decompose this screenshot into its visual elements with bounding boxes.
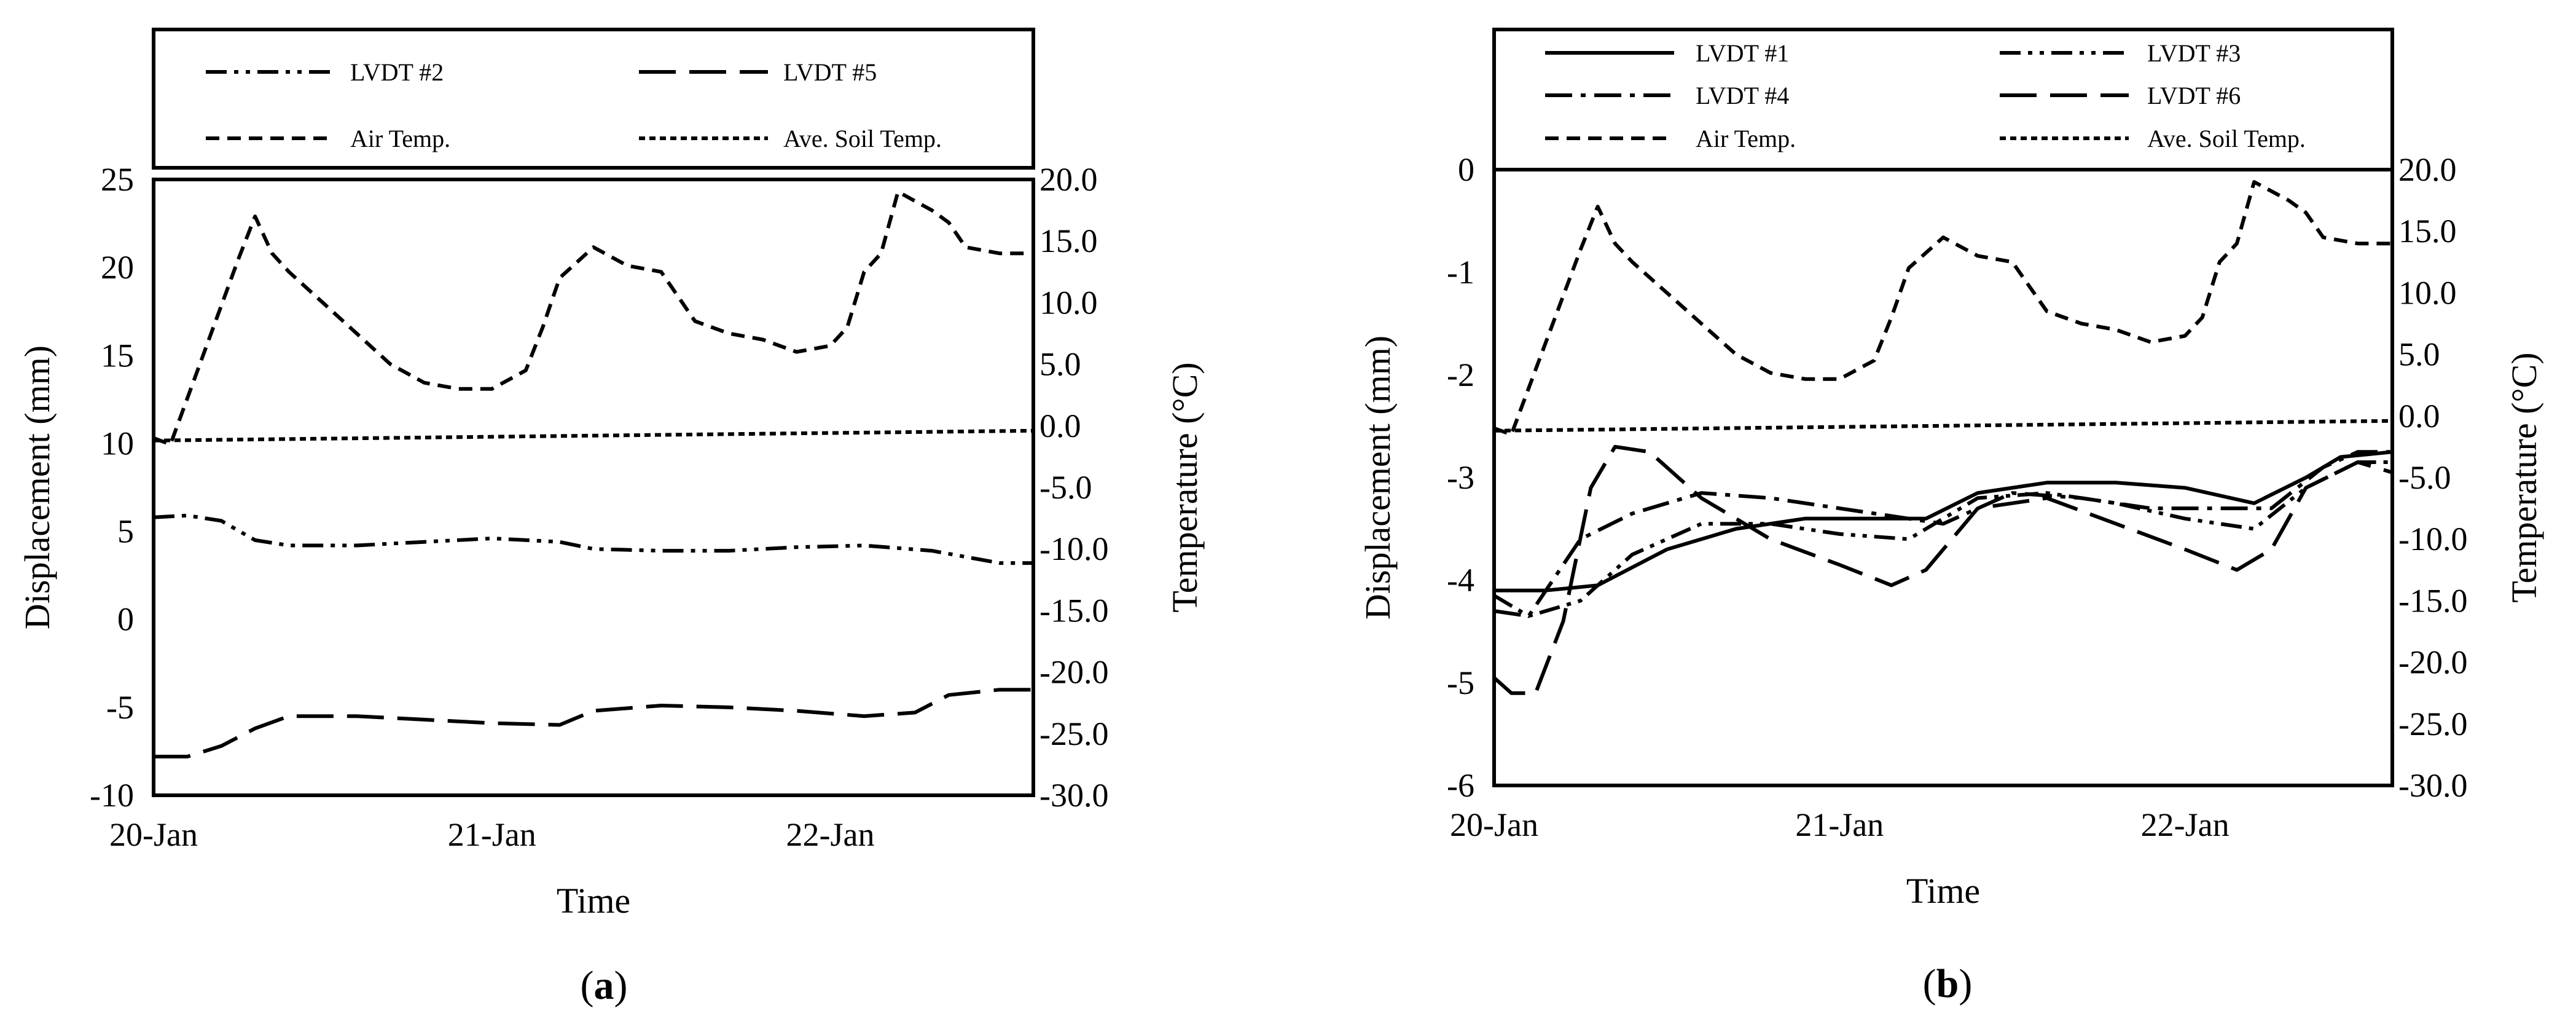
series-line-lvdt-2 xyxy=(153,513,1033,565)
legend-label-ave-soil-temp: Ave. Soil Temp. xyxy=(783,125,942,152)
y2-tick-label: 15.0 xyxy=(2398,213,2457,250)
x-tick-label: 20-Jan xyxy=(109,816,198,853)
x-axis-title: Time xyxy=(557,881,630,921)
y-tick-label: 20 xyxy=(101,249,134,286)
y-tick-label: 0 xyxy=(1458,151,1474,188)
panel-label: (b) xyxy=(1923,961,1973,1006)
x-axis-title: Time xyxy=(1906,871,1980,911)
x-tick-label: 21-Jan xyxy=(1795,806,1884,843)
legend-label-lvdt-3: LVDT #3 xyxy=(2147,39,2241,67)
y2-tick-label: 0.0 xyxy=(2398,398,2440,435)
plot-area xyxy=(1492,168,2394,787)
panel-b: LVDT #1 LVDT #3 LVDT #4 LVDT #6 Air Temp. Ave… xyxy=(1358,28,2544,1006)
y-tick-label: -6 xyxy=(1447,767,1474,804)
y2-tick-label: -5.0 xyxy=(2398,459,2451,496)
y2-tick-label: -30.0 xyxy=(1039,777,1108,814)
panel-a: LVDT #2 LVDT #5 Air Temp. Ave. Soil Temp. 25… xyxy=(17,28,1205,1008)
y-tick-label: 15 xyxy=(101,337,134,374)
y-tick-label: 10 xyxy=(101,425,134,462)
y2-tick-label: 20.0 xyxy=(1039,161,1098,198)
series-line-lvdt-6 xyxy=(1493,444,2393,695)
series-line-lvdt-5 xyxy=(154,688,1033,758)
y-tick-label: -5 xyxy=(1447,664,1474,701)
series-line-lvdt-4 xyxy=(1494,450,2392,618)
y2-tick-label: 10.0 xyxy=(1039,284,1098,321)
legend-label-lvdt-5: LVDT #5 xyxy=(783,58,877,86)
legend: LVDT #2 LVDT #5 Air Temp. Ave. Soil Temp. xyxy=(152,28,1035,170)
y2-tick-label: -20.0 xyxy=(2398,644,2467,681)
legend-label-air-temp: Air Temp. xyxy=(1696,125,1796,152)
legend-label-lvdt-2: LVDT #2 xyxy=(350,58,444,86)
y-tick-label: -4 xyxy=(1447,562,1474,599)
legend-label-lvdt-1: LVDT #1 xyxy=(1696,39,1789,67)
legend: LVDT #1 LVDT #3 LVDT #4 LVDT #6 Air Temp. Ave… xyxy=(1492,28,2394,171)
y2-tick-label: 5.0 xyxy=(1039,346,1081,383)
series-line-lvdt-1 xyxy=(1494,450,2393,592)
series-line-lvdt-3 xyxy=(1493,460,2392,618)
y2-axis-title: Temperature (°C) xyxy=(2504,352,2544,602)
series-group xyxy=(152,190,1034,758)
y2-tick-label: -10.0 xyxy=(1039,530,1108,567)
panel-label: (a) xyxy=(581,963,628,1008)
x-tick-label: 22-Jan xyxy=(2141,806,2230,843)
series-line-ave-soil-temp xyxy=(153,428,1034,443)
legend-label-lvdt-4: LVDT #4 xyxy=(1696,82,1789,109)
y-tick-label: -5 xyxy=(106,689,134,726)
y2-tick-label: 5.0 xyxy=(2398,336,2440,373)
y-tick-label: 25 xyxy=(101,161,134,198)
series-line-air-temp xyxy=(1493,180,2392,436)
legend-label-lvdt-6: LVDT #6 xyxy=(2147,82,2241,109)
series-group xyxy=(1493,180,2393,695)
y2-tick-label: -25.0 xyxy=(1039,715,1108,752)
y2-tick-label: -25.0 xyxy=(2398,706,2467,742)
y2-tick-label: -15.0 xyxy=(1039,592,1108,629)
y-axis-title: Displacement (mm) xyxy=(1358,336,1398,620)
y2-tick-label: 0.0 xyxy=(1039,407,1081,444)
y-tick-label: 5 xyxy=(117,513,134,550)
y-axis-title: Displacement (mm) xyxy=(17,345,57,629)
y2-tick-label: -10.0 xyxy=(2398,521,2467,557)
y-tick-label: -3 xyxy=(1447,459,1474,496)
series-line-ave-soil-temp xyxy=(1494,419,2393,433)
y2-tick-label: 15.0 xyxy=(1039,222,1098,259)
y2-axis-title: Temperature (°C) xyxy=(1165,362,1205,612)
y2-tick-label: -5.0 xyxy=(1039,469,1092,506)
y2-tick-label: -30.0 xyxy=(2398,767,2467,804)
x-tick-label: 20-Jan xyxy=(1450,806,1538,843)
x-tick-label: 21-Jan xyxy=(448,816,536,853)
y2-tick-label: -15.0 xyxy=(2398,582,2467,619)
y2-tick-label: 10.0 xyxy=(2398,274,2457,311)
legend-label-ave-soil-temp: Ave. Soil Temp. xyxy=(2147,125,2306,152)
y2-tick-label: -20.0 xyxy=(1039,654,1108,691)
y-tick-label: -1 xyxy=(1447,254,1474,291)
legend-label-air-temp: Air Temp. xyxy=(350,125,450,152)
series-line-air-temp xyxy=(152,190,1033,446)
plot-area xyxy=(152,178,1035,797)
y-tick-label: -2 xyxy=(1447,356,1474,393)
legend-box xyxy=(152,28,1035,170)
y2-tick-label: 20.0 xyxy=(2398,151,2457,188)
y-tick-label: 0 xyxy=(117,601,134,638)
x-tick-label: 22-Jan xyxy=(786,816,875,853)
y-tick-label: -10 xyxy=(90,777,134,814)
